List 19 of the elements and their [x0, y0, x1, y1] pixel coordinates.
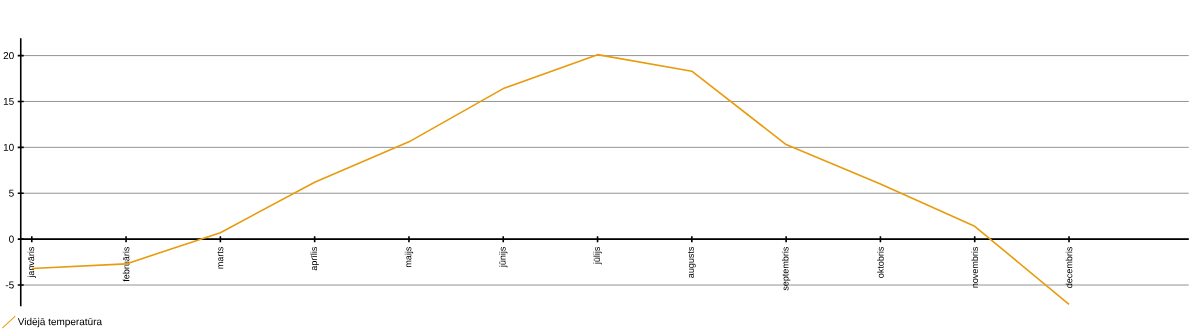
y-tick-label: 10	[3, 143, 14, 151]
y-tick-label: 15	[3, 97, 14, 105]
x-tick-label: maijs	[404, 247, 414, 268]
y-tick-label: -5	[5, 281, 14, 289]
x-tick-label: aprīlis	[310, 247, 319, 271]
x-tick-label: septembris	[781, 247, 791, 291]
x-tick-label: februāris	[122, 247, 130, 282]
x-tick-label: marts	[217, 247, 224, 269]
x-tick-label: janvāris	[27, 247, 36, 278]
x-tick-label: oktobris	[877, 247, 884, 278]
x-tick-label: novembris	[971, 247, 979, 288]
y-tick-label: 5	[9, 189, 14, 197]
x-tick-label: jūnijs	[499, 247, 508, 268]
x-tick-label: augusts	[687, 247, 696, 278]
x-tick-label: jūlijs	[593, 247, 602, 265]
y-tick-label: 0	[9, 235, 14, 243]
legend-label: Vidējā temperatūra	[17, 317, 103, 328]
y-tick-label: 20	[3, 52, 14, 60]
x-tick-label: decembris	[1065, 247, 1073, 288]
